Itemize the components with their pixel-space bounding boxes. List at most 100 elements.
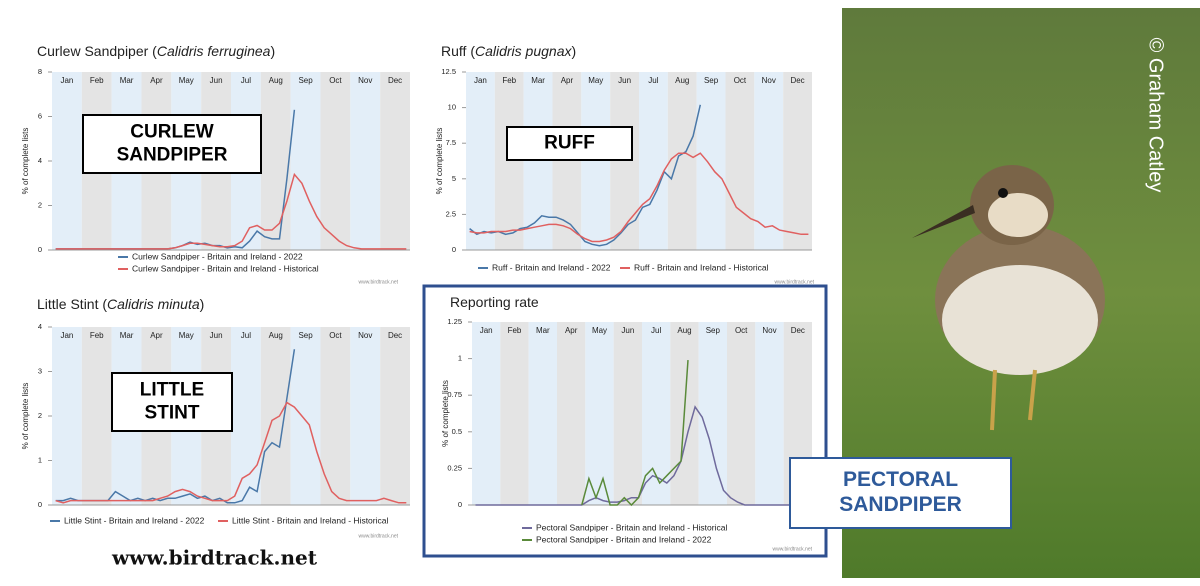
x-tick-label: Feb (90, 76, 104, 85)
month-band (639, 72, 668, 250)
x-tick-label: May (179, 76, 194, 85)
x-tick-label: Dec (790, 76, 804, 85)
y-axis-label: % of complete lists (435, 128, 444, 195)
x-tick-label: Nov (358, 76, 372, 85)
month-band (290, 72, 321, 250)
x-tick-label: May (179, 331, 194, 340)
x-tick-label: Dec (791, 326, 805, 335)
month-band (290, 327, 321, 505)
chart-title: Reporting rate (450, 294, 539, 310)
month-band (52, 72, 82, 250)
copyright: © Graham Catley (1145, 38, 1167, 193)
y-tick-label: 0 (38, 500, 42, 509)
y-tick-label: 1 (458, 354, 462, 363)
x-tick-label: Jul (241, 76, 251, 85)
site-link: www.birdtrack.net (111, 546, 318, 570)
x-tick-label: Sep (704, 76, 719, 85)
x-tick-label: Jul (651, 326, 661, 335)
y-tick-label: 1 (38, 455, 42, 464)
x-tick-label: Feb (508, 326, 522, 335)
legend-label: Pectoral Sandpiper - Britain and Ireland… (536, 534, 712, 544)
credit: www.birdtrack.net (359, 279, 399, 285)
y-tick-label: 2.5 (446, 209, 456, 218)
chart-title: Curlew Sandpiper (Calidris ferruginea) (37, 43, 275, 59)
series-line (55, 172, 407, 250)
annotation: LITTLE (140, 380, 204, 401)
month-band (667, 72, 697, 250)
legend-label: Little Stint - Britain and Ireland - His… (232, 515, 388, 525)
month-band (81, 327, 112, 505)
x-tick-label: Apr (150, 331, 163, 340)
x-tick-label: Jan (60, 76, 73, 85)
x-tick-label: Jun (621, 326, 634, 335)
y-axis-label: % of complete lists (21, 383, 30, 450)
x-tick-label: Jul (648, 76, 658, 85)
annotation: SANDPIPER (839, 493, 962, 516)
legend-label: Ruff - Britain and Ireland - Historical (634, 262, 769, 272)
legend-label: Curlew Sandpiper - Britain and Ireland -… (132, 251, 303, 261)
series-line (55, 401, 407, 504)
x-tick-label: Mar (120, 331, 134, 340)
month-band (320, 327, 351, 505)
annotation-box (506, 126, 633, 161)
y-tick-label: 6 (38, 111, 42, 120)
y-tick-label: 7.5 (446, 138, 456, 147)
credit: www.birdtrack.net (773, 546, 813, 552)
x-tick-label: Nov (762, 326, 776, 335)
x-tick-label: Dec (388, 331, 402, 340)
month-band (52, 327, 82, 505)
series-line (581, 360, 689, 507)
x-tick-label: Aug (677, 326, 691, 335)
x-tick-label: Jan (480, 326, 493, 335)
y-axis-label: % of complete lists (441, 380, 450, 447)
month-band (528, 322, 557, 505)
y-tick-label: 5 (452, 174, 456, 183)
month-band (466, 72, 495, 250)
title-part: Curlew Sandpiper ( (37, 43, 157, 59)
y-tick-label: 0 (38, 245, 42, 254)
annotation: PECTORAL (843, 468, 958, 491)
legend-label: Curlew Sandpiper - Britain and Ireland -… (132, 263, 319, 273)
annotation: CURLEW (130, 122, 213, 143)
month-band (350, 327, 381, 505)
x-tick-label: Nov (762, 76, 776, 85)
credit: www.birdtrack.net (775, 279, 815, 285)
month-band (725, 72, 755, 250)
annotation: SANDPIPER (117, 145, 228, 166)
series-line (469, 104, 702, 247)
x-tick-label: May (588, 76, 603, 85)
x-tick-label: Jul (241, 331, 251, 340)
annotation: RUFF (544, 133, 595, 154)
y-tick-label: 1.25 (447, 317, 462, 326)
x-tick-label: Feb (502, 76, 516, 85)
x-tick-label: Jun (210, 76, 223, 85)
x-tick-label: Aug (675, 76, 689, 85)
y-tick-label: 10 (448, 103, 456, 112)
x-tick-label: Apr (565, 326, 578, 335)
x-tick-label: Jan (60, 331, 73, 340)
month-band (727, 322, 756, 505)
y-axis-label: % of complete lists (21, 128, 30, 195)
highlight-frame (422, 284, 828, 558)
x-tick-label: Oct (329, 331, 342, 340)
x-tick-label: Jan (474, 76, 487, 85)
annotation-box (789, 457, 1012, 529)
title-part: Little Stint ( (37, 296, 107, 312)
month-band (380, 327, 410, 505)
annotation: STINT (145, 403, 200, 424)
x-tick-label: Oct (329, 76, 342, 85)
y-tick-label: 0.5 (452, 427, 462, 436)
month-band (320, 72, 351, 250)
month-band (696, 72, 726, 250)
x-tick-label: Jun (210, 331, 223, 340)
y-tick-label: 4 (38, 156, 42, 165)
x-tick-label: Feb (90, 331, 104, 340)
month-band (260, 72, 291, 250)
x-tick-label: Aug (269, 331, 283, 340)
y-tick-label: 2 (38, 411, 42, 420)
y-tick-label: 0.25 (447, 463, 462, 472)
month-band (698, 322, 727, 505)
x-tick-label: Oct (734, 76, 747, 85)
title-part: Reporting rate (450, 294, 539, 310)
